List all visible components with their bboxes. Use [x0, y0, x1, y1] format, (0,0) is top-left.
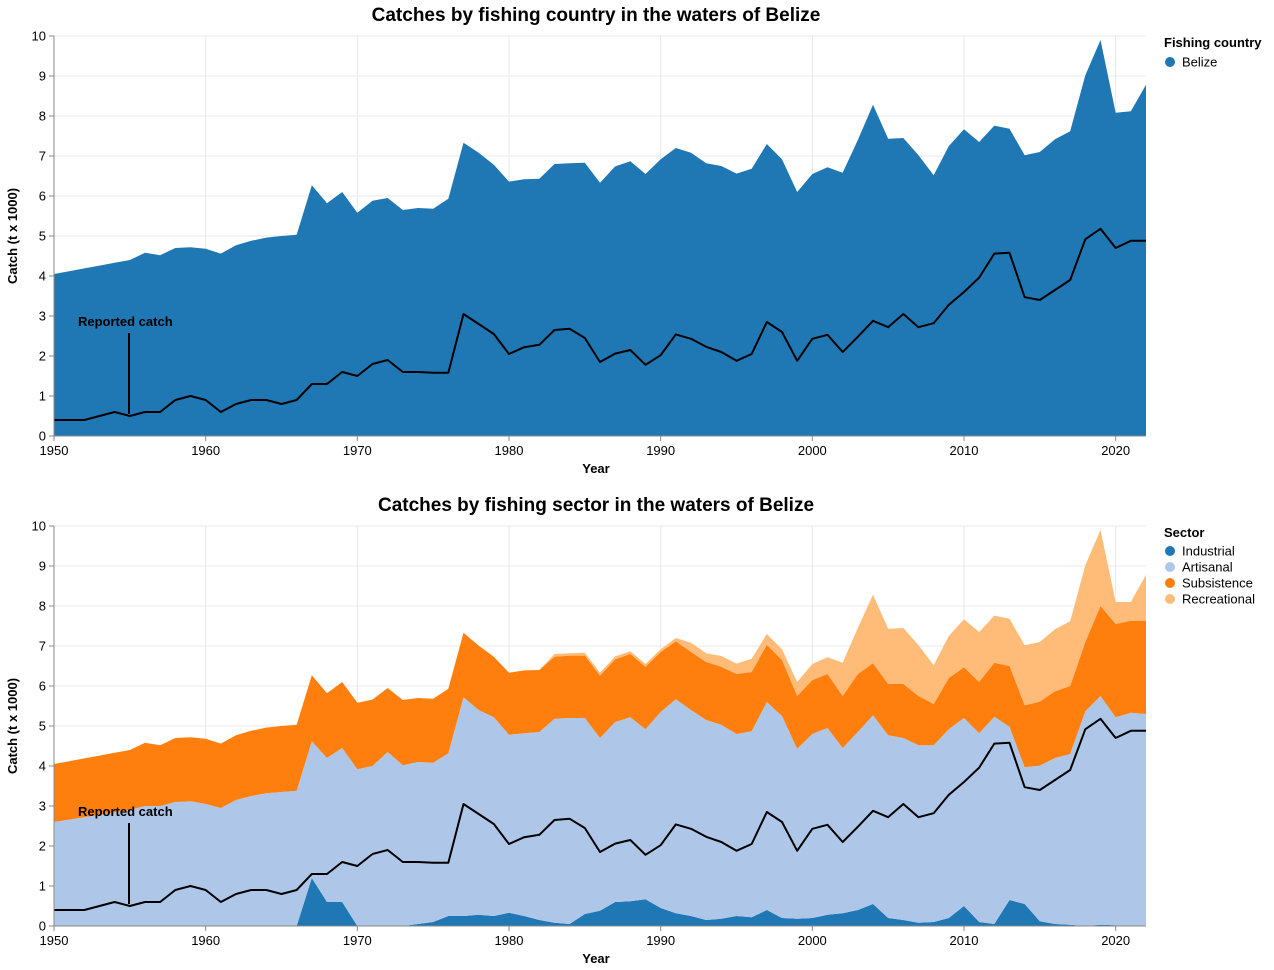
x-axis-title: Year	[582, 461, 609, 476]
y-tick-label: 3	[39, 309, 46, 324]
x-tick-label: 1970	[343, 443, 372, 458]
x-tick-label: 2020	[1101, 443, 1130, 458]
chart-title: Catches by fishing country in the waters…	[372, 5, 821, 26]
area-subsistence	[54, 606, 1146, 822]
legend-label: Recreational	[1182, 592, 1255, 607]
x-tick-label: 1950	[40, 443, 69, 458]
legend-label: Artisanal	[1182, 560, 1233, 575]
y-tick-label: 1	[39, 879, 46, 894]
chart-title: Catches by fishing sector in the waters …	[378, 495, 814, 516]
legend-title: Sector	[1164, 525, 1204, 540]
legend-label: Subsistence	[1182, 576, 1253, 591]
legend-swatch	[1165, 562, 1175, 572]
x-tick-label: 2000	[798, 443, 827, 458]
reported-catch-layer	[54, 227, 1146, 421]
y-tick-label: 7	[39, 149, 46, 164]
x-tick-label: 2020	[1101, 933, 1130, 948]
y-tick-label: 4	[39, 759, 46, 774]
x-tick-label: 2000	[798, 933, 827, 948]
area-layer	[54, 530, 1146, 926]
x-tick-label: 1950	[40, 933, 69, 948]
legend-swatch	[1165, 57, 1175, 67]
y-tick-label: 5	[39, 719, 46, 734]
area-industrial	[54, 878, 1146, 926]
legend: Fishing country Belize	[1164, 35, 1262, 70]
y-tick-label: 0	[39, 429, 46, 444]
x-tick-label: 1990	[646, 443, 675, 458]
x-tick-label: 2010	[950, 933, 979, 948]
sector-chart: Catches by fishing sector in the waters …	[5, 495, 1255, 966]
y-tick-label: 9	[39, 69, 46, 84]
axes: 0 1 2 3 4 5 6 7 8 9 10 1950 1960 1970 1980 1990 2000 2010…	[32, 519, 1146, 948]
reported-catch-annotation: Reported catch	[78, 804, 173, 819]
y-tick-label: 7	[39, 639, 46, 654]
x-tick-label: 1980	[495, 443, 524, 458]
reported-catch-line	[54, 227, 1146, 421]
legend-swatch	[1165, 546, 1175, 556]
legend-swatch	[1165, 578, 1175, 588]
y-axis-title: Catch (t x 1000)	[5, 678, 20, 774]
y-tick-label: 6	[39, 679, 46, 694]
legend-label: Belize	[1182, 55, 1217, 70]
x-tick-label: 1960	[191, 443, 220, 458]
y-tick-label: 3	[39, 799, 46, 814]
legend-swatch	[1165, 594, 1175, 604]
y-tick-label: 4	[39, 269, 46, 284]
area-layer	[54, 40, 1146, 436]
area-belize	[54, 40, 1146, 436]
y-tick-label: 10	[32, 29, 46, 44]
legend-label: Industrial	[1182, 544, 1235, 559]
axes: 0 1 2 3 4 5 6 7 8 9 10 1950 1960 1970 1980 1990 2000 2010…	[32, 29, 1146, 458]
y-tick-label: 6	[39, 189, 46, 204]
y-tick-label: 1	[39, 389, 46, 404]
x-tick-label: 2010	[950, 443, 979, 458]
y-tick-label: 0	[39, 919, 46, 934]
y-axis-title: Catch (t x 1000)	[5, 188, 20, 284]
x-tick-label: 1980	[495, 933, 524, 948]
x-axis-title: Year	[582, 951, 609, 966]
x-tick-label: 1960	[191, 933, 220, 948]
y-tick-label: 8	[39, 599, 46, 614]
legend-title: Fishing country	[1164, 35, 1262, 50]
y-tick-label: 8	[39, 109, 46, 124]
y-tick-label: 2	[39, 839, 46, 854]
y-tick-label: 5	[39, 229, 46, 244]
legend: Sector IndustrialArtisanalSubsistenceRec…	[1164, 525, 1255, 607]
y-tick-label: 9	[39, 559, 46, 574]
reported-catch-annotation: Reported catch	[78, 314, 173, 329]
y-tick-label: 2	[39, 349, 46, 364]
country-chart: Catches by fishing country in the waters…	[5, 5, 1262, 476]
x-tick-label: 1970	[343, 933, 372, 948]
area-artisanal	[54, 696, 1146, 926]
x-tick-label: 1990	[646, 933, 675, 948]
y-tick-label: 10	[32, 519, 46, 534]
reported-catch-layer	[54, 717, 1146, 911]
reported-catch-line	[54, 717, 1146, 911]
